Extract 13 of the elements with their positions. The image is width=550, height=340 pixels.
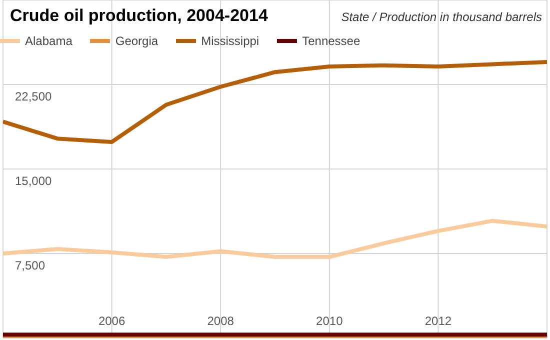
legend-label: Alabama xyxy=(25,34,72,48)
text: State / Production in thousand barrels xyxy=(341,10,542,24)
x-tick-label: 2008 xyxy=(207,314,234,328)
legend-label: Mississippi xyxy=(201,34,260,48)
x-tick-label: 2010 xyxy=(316,314,344,328)
legend-label: Tennessee xyxy=(302,34,360,48)
x-tick-label: 2012 xyxy=(424,314,452,328)
chart-title: Crude oil production, 2004-2014 xyxy=(10,6,268,26)
y-tick-label: 7,500 xyxy=(15,258,46,272)
x-tick-label: 2006 xyxy=(98,314,126,328)
y-tick-label: 22,500 xyxy=(15,90,52,104)
y-tick-label: 15,000 xyxy=(15,174,52,188)
legend-label: Georgia xyxy=(115,34,158,48)
